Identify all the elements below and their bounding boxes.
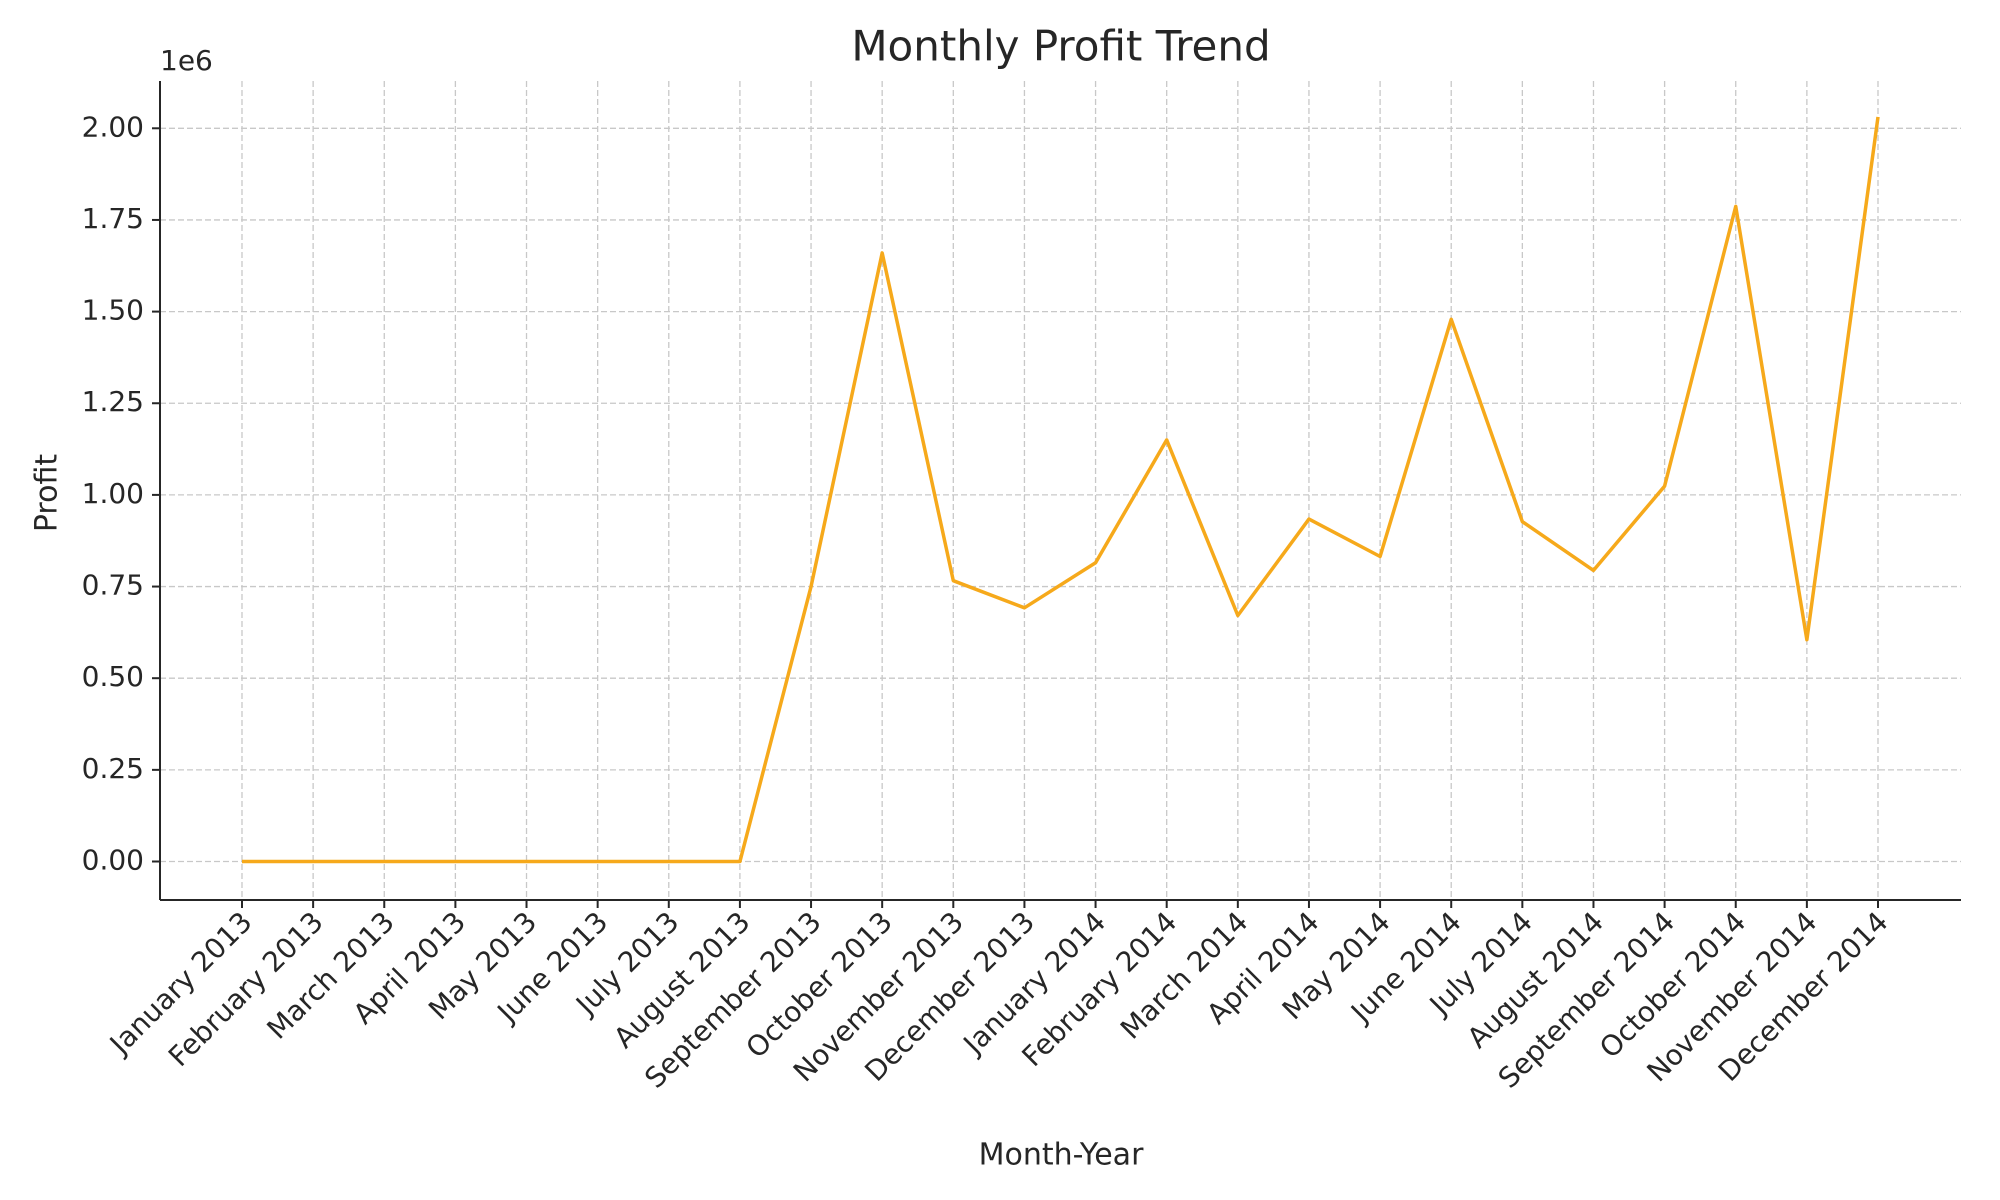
y-tick-label: 0.25 bbox=[82, 752, 144, 785]
y-axis-label: Profit bbox=[30, 454, 65, 532]
y-tick-label: 0.00 bbox=[82, 844, 144, 877]
profit-line bbox=[242, 116, 1880, 864]
y-tick-label: 1.75 bbox=[82, 202, 144, 235]
y-tick-label: 1.25 bbox=[82, 385, 144, 418]
y-tick-label: 2.00 bbox=[82, 110, 144, 143]
chart-title: Monthly Profit Trend bbox=[851, 22, 1270, 71]
x-axis-label: Month-Year bbox=[979, 1138, 1144, 1173]
y-tick-label: 1.00 bbox=[82, 477, 144, 510]
y-tick-label: 0.75 bbox=[82, 569, 144, 602]
y-tick-label: 0.50 bbox=[82, 660, 144, 693]
y-offset-label: 1e6 bbox=[160, 44, 213, 77]
y-tick-label: 1.50 bbox=[82, 294, 144, 327]
